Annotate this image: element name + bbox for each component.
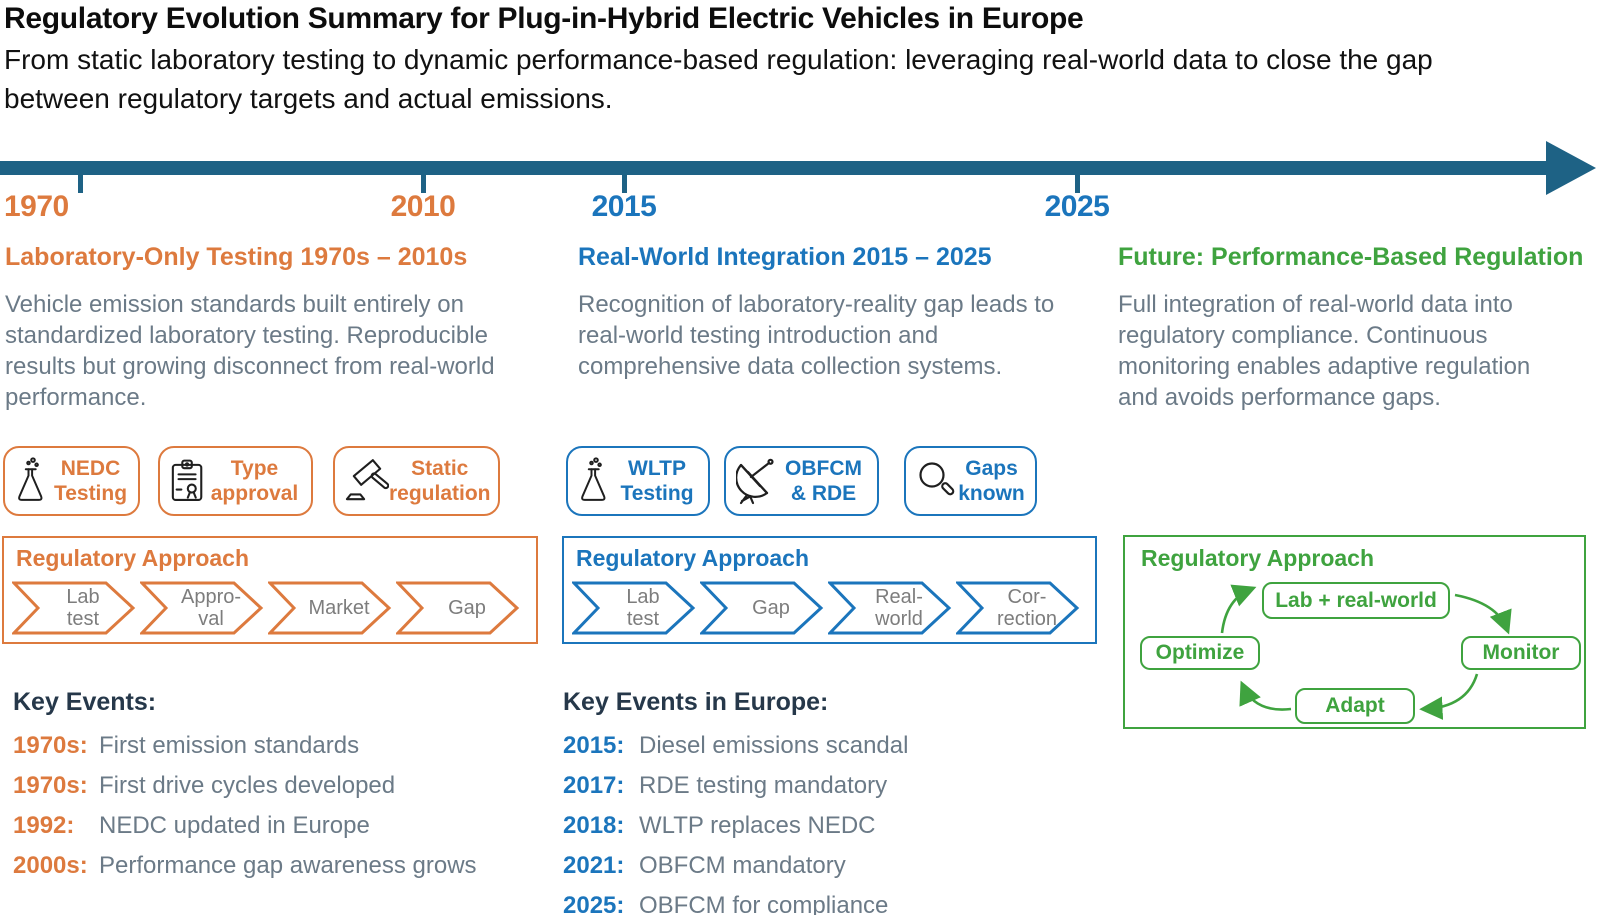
timeline-year-2010: 2010 xyxy=(390,190,456,223)
event-text: OBFCM for compliance xyxy=(639,892,889,915)
flask-icon xyxy=(578,455,614,507)
event-text: RDE testing mandatory xyxy=(639,772,888,799)
event-text: WLTP replaces NEDC xyxy=(639,812,876,839)
timeline-tick-2010 xyxy=(421,175,426,193)
event-row: 1992: NEDC updated in Europe xyxy=(13,806,477,846)
event-text: Diesel emissions scandal xyxy=(639,732,909,759)
flask-icon xyxy=(15,455,51,507)
chevron-step: Lab test xyxy=(572,580,696,636)
chevron-step: Cor-rection xyxy=(956,580,1080,636)
event-row: 1970s: First emission standards xyxy=(13,726,477,766)
phase2-heading: Real-World Integration 2015 – 2025 xyxy=(578,243,992,271)
satellite-dish-icon xyxy=(736,457,778,505)
event-year: 2000s: xyxy=(13,852,88,879)
event-row: 2015: Diesel emissions scandal xyxy=(563,726,908,766)
page-subtitle: From static laboratory testing to dynami… xyxy=(4,44,1433,114)
chevron-step: Market xyxy=(268,580,392,636)
step-label: Gap xyxy=(448,597,486,619)
chevron-step: Real-world xyxy=(828,580,952,636)
feature-chip-nedc-testing: NEDC Testing xyxy=(3,446,140,516)
phase2-key-events: 2015: Diesel emissions scandal 2017: RDE t… xyxy=(563,726,908,915)
approach-steps: Lab test Gap Real-world Cor-rection xyxy=(572,580,1080,636)
chevron-step: Appro-val xyxy=(140,580,264,636)
approach-steps: Lab test Appro-val Market Gap xyxy=(12,580,520,636)
timeline-year-2015: 2015 xyxy=(591,190,657,223)
step-label: Gap xyxy=(752,597,790,619)
chevron-step: Gap xyxy=(700,580,824,636)
chip-label: WLTP Testing xyxy=(620,457,694,505)
event-text: Performance gap awareness grows xyxy=(99,852,477,879)
cycle-node-lab-real-world: Lab + real-world xyxy=(1262,582,1450,619)
cycle-node-adapt: Adapt xyxy=(1295,688,1415,724)
chip-label: Gaps known xyxy=(958,457,1025,505)
event-text: NEDC updated in Europe xyxy=(99,812,370,839)
event-year: 2021: xyxy=(563,852,625,879)
timeline-year-1970: 1970 xyxy=(4,190,69,223)
chevron-step: Lab test xyxy=(12,580,136,636)
page-title: Regulatory Evolution Summary for Plug-in… xyxy=(4,2,1084,35)
feature-chip-static-regulation: Static regulation xyxy=(333,446,500,516)
cycle-arrows-icon xyxy=(1220,584,1512,720)
event-year: 2017: xyxy=(563,772,625,799)
step-label: Real-world xyxy=(875,586,923,630)
event-year: 1970s: xyxy=(13,732,88,759)
phase1-key-events: 1970s: First emission standards 1970s: Fir… xyxy=(13,726,477,886)
step-label: Cor-rection xyxy=(996,586,1058,630)
step-label: Appro-val xyxy=(180,586,242,630)
chip-label: OBFCM & RDE xyxy=(785,457,862,505)
step-label: Market xyxy=(308,597,370,619)
chip-label: Static regulation xyxy=(389,457,491,505)
step-label: Lab test xyxy=(626,586,660,630)
phase3-approach-box: Regulatory Approach Lab + real-world Mon… xyxy=(1123,535,1586,729)
phase2-chip-row: WLTP Testing OBFCM & RDE xyxy=(566,446,1037,516)
magnifier-icon xyxy=(916,460,956,502)
feature-chip-type-approval: Type approval xyxy=(158,446,313,516)
phase2-description: Recognition of laboratory-reality gap le… xyxy=(578,291,1055,380)
event-row: 2021: OBFCM mandatory xyxy=(563,846,908,886)
chip-label: NEDC Testing xyxy=(53,457,128,505)
event-row: 1970s: First drive cycles developed xyxy=(13,766,477,806)
feature-chip-wltp-testing: WLTP Testing xyxy=(566,446,710,516)
chevron-step: Gap xyxy=(396,580,520,636)
phase3-heading: Future: Performance-Based Regulation xyxy=(1118,243,1584,271)
timeline-arrowhead-icon xyxy=(1546,141,1596,195)
timeline-bar xyxy=(0,161,1548,175)
phase1-approach-box: Regulatory Approach Lab test Appro-val Ma… xyxy=(2,536,538,644)
timeline-tick-2015 xyxy=(622,175,627,193)
certificate-icon xyxy=(170,456,206,506)
phase1-key-events-title: Key Events: xyxy=(13,688,157,716)
event-row: 2000s: Performance gap awareness grows xyxy=(13,846,477,886)
step-label: Lab test xyxy=(66,586,100,630)
phase1-chip-row: NEDC Testing Type approval xyxy=(3,446,500,516)
feature-chip-obfcm-rde: OBFCM & RDE xyxy=(724,446,879,516)
phase3-description: Full integration of real-world data into… xyxy=(1118,291,1531,411)
approach-title: Regulatory Approach xyxy=(576,545,810,571)
approach-title: Regulatory Approach xyxy=(1141,545,1375,571)
chip-label: Type approval xyxy=(210,457,299,505)
timeline-tick-2025 xyxy=(1075,175,1080,193)
event-year: 1992: xyxy=(13,812,75,839)
cycle-node-optimize: Optimize xyxy=(1140,636,1260,670)
phase2-approach-box: Regulatory Approach Lab test Gap Real-wor… xyxy=(562,536,1097,644)
event-row: 2017: RDE testing mandatory xyxy=(563,766,908,806)
event-row: 2025: OBFCM for compliance xyxy=(563,886,908,915)
event-text: First drive cycles developed xyxy=(99,772,396,799)
event-year: 1970s: xyxy=(13,772,88,799)
feature-chip-gaps-known: Gaps known xyxy=(904,446,1037,516)
timeline-tick-1970 xyxy=(78,175,83,193)
event-text: First emission standards xyxy=(99,732,360,759)
gavel-icon xyxy=(345,458,389,504)
phase1-description: Vehicle emission standards built entirel… xyxy=(5,291,495,411)
timeline-year-2025: 2025 xyxy=(1044,190,1110,223)
event-year: 2015: xyxy=(563,732,625,759)
event-row: 2018: WLTP replaces NEDC xyxy=(563,806,908,846)
phase1-heading: Laboratory-Only Testing 1970s – 2010s xyxy=(5,243,468,271)
approach-title: Regulatory Approach xyxy=(16,545,250,571)
event-text: OBFCM mandatory xyxy=(639,852,846,879)
event-year: 2025: xyxy=(563,892,625,915)
phase2-key-events-title: Key Events in Europe: xyxy=(563,688,829,716)
event-year: 2018: xyxy=(563,812,625,839)
cycle-node-monitor: Monitor xyxy=(1461,636,1581,670)
